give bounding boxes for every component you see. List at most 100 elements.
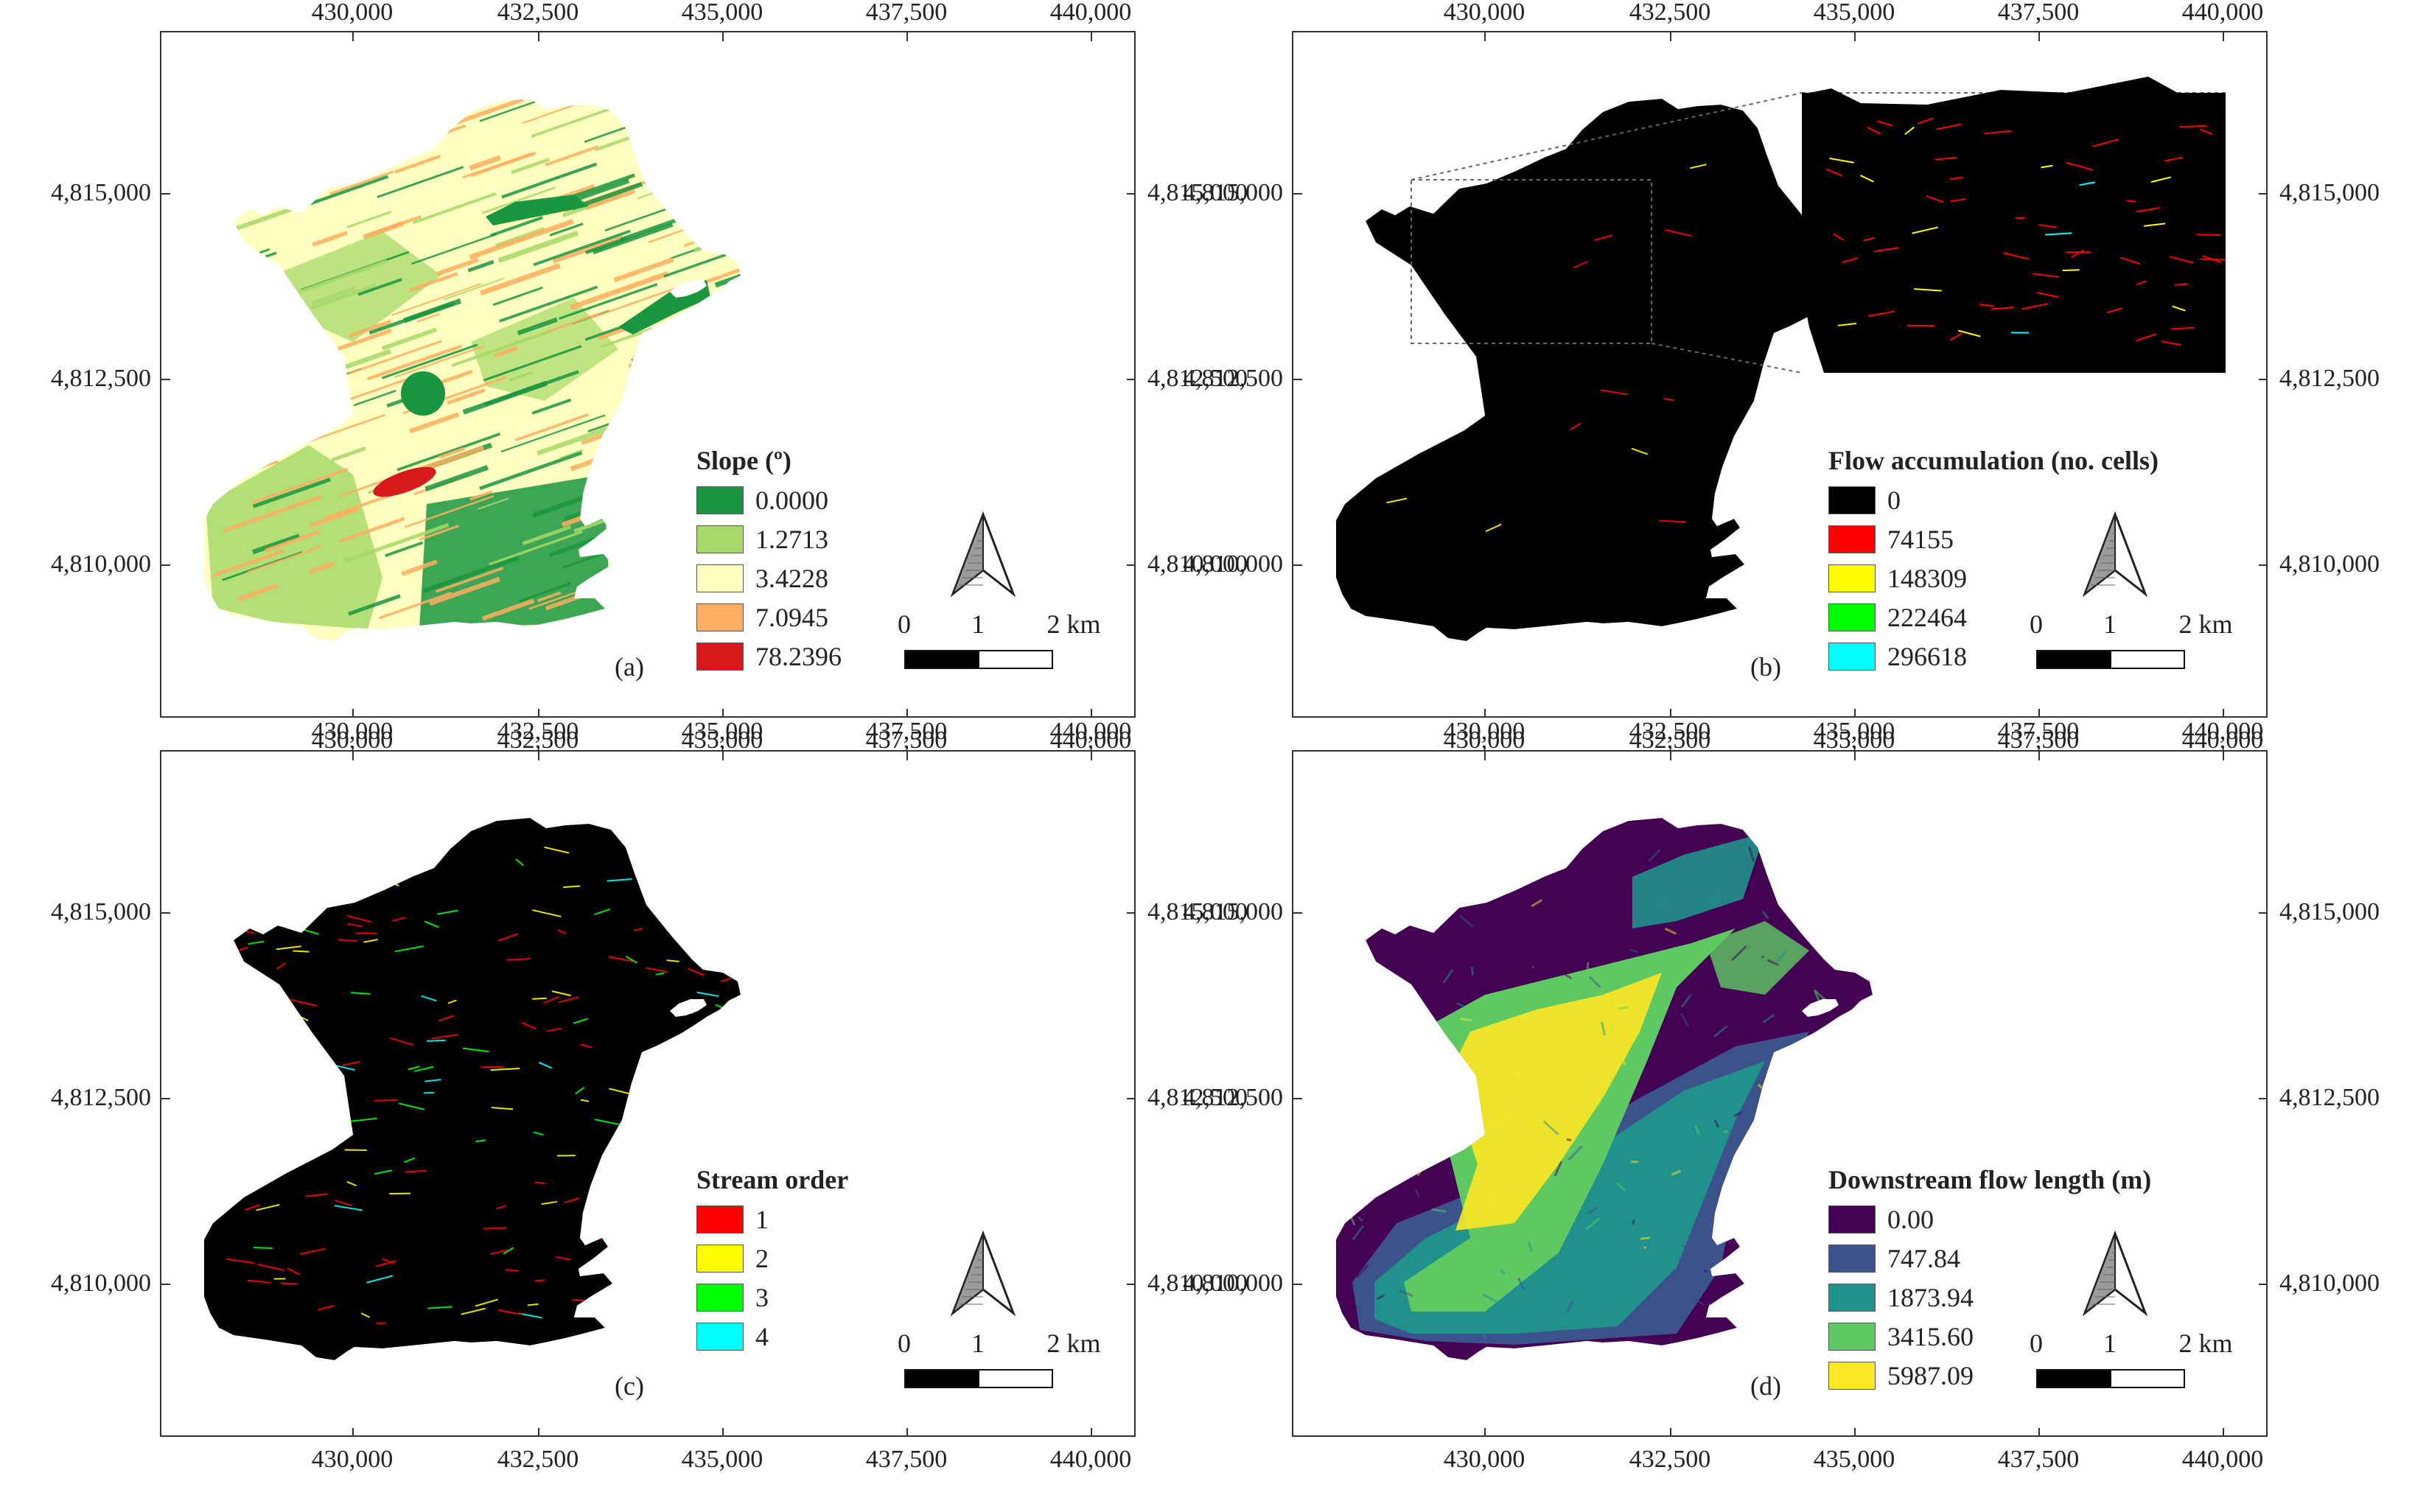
scale-bar-segment-light: [2110, 650, 2185, 669]
y-tick-label-left: 4,812,500: [1183, 1084, 1283, 1111]
x-tick-mark: [2223, 709, 2224, 718]
legend: Slope (º) 0.0000 1.2713 3.4228 7.0945 78.2396: [696, 445, 842, 676]
x-tick-label-top: 437,500: [1997, 718, 2080, 745]
y-tick-label-right: 4,812,500: [1147, 1084, 1248, 1111]
legend-swatch: [696, 642, 744, 671]
x-tick-mark: [1854, 709, 1856, 718]
x-tick-label-bottom: 440,000: [2181, 1446, 2264, 1473]
legend-item: 0.00: [1828, 1200, 2151, 1239]
x-tick-mark: [2223, 1428, 2224, 1437]
north-arrow-icon: [950, 1231, 1016, 1317]
scale-bar-segment-light: [2110, 1369, 2185, 1388]
legend-item: 4: [696, 1317, 848, 1356]
x-tick-label-top: 440,000: [2181, 718, 2264, 745]
y-tick-label-left: 4,812,500: [1183, 365, 1283, 392]
legend-item: 3.4228: [696, 559, 842, 598]
legend-item: 222464: [1828, 598, 2159, 637]
x-tick-label-bottom: 440,000: [1049, 727, 1132, 754]
x-tick-label-bottom: 440,000: [1049, 1446, 1132, 1473]
x-tick-label-top: 440,000: [2181, 0, 2264, 26]
x-tick-mark: [352, 1428, 354, 1437]
north-arrow-icon: [2082, 511, 2148, 598]
x-tick-label-top: 435,000: [1813, 0, 1895, 26]
legend-item: 3415.60: [1828, 1317, 2151, 1356]
y-tick-mark: [161, 1284, 170, 1285]
x-tick-label-top: 430,000: [1443, 718, 1525, 745]
legend-label: 1.2713: [755, 524, 828, 554]
legend-label: 3.4228: [755, 563, 828, 593]
legend-swatch: [696, 1283, 744, 1312]
legend-label: 74155: [1887, 524, 1954, 554]
y-tick-mark: [1293, 193, 1302, 195]
map-raster-b: [1336, 77, 2226, 641]
x-tick-label-top: 432,500: [497, 0, 579, 26]
x-tick-mark: [2038, 709, 2040, 718]
x-tick-label-top: 430,000: [1443, 0, 1525, 26]
y-tick-mark: [161, 564, 170, 566]
x-tick-mark: [1484, 32, 1486, 41]
legend-swatch: [696, 486, 744, 514]
x-tick-mark: [352, 709, 354, 718]
map-raster-a: [204, 99, 741, 641]
legend-item: 1873.94: [1828, 1278, 2151, 1317]
scale-bar-label: 1: [2103, 609, 2117, 639]
x-tick-mark: [1484, 709, 1486, 718]
scale-bar-label: 0: [898, 1329, 911, 1358]
legend-label: 222464: [1887, 602, 1967, 632]
scale-bar-segment-dark: [904, 1369, 979, 1388]
x-tick-mark: [722, 709, 724, 718]
legend-item: 74155: [1828, 519, 2159, 559]
legend-label: 5987.09: [1887, 1360, 1974, 1390]
x-tick-mark: [2223, 752, 2224, 760]
legend-swatch: [1828, 1283, 1876, 1312]
map-raster-c: [204, 818, 741, 1360]
x-tick-mark: [1091, 1428, 1092, 1437]
x-tick-label-bottom: 430,000: [311, 1446, 394, 1473]
scale-bar-segment-dark: [904, 650, 979, 669]
x-tick-mark: [2038, 752, 2040, 760]
panel-label: (d): [1750, 1371, 1781, 1401]
scale-bar-label: 1: [971, 609, 985, 639]
x-tick-label-top: 430,000: [311, 718, 394, 745]
scale-bar-label: 2 km: [2178, 1329, 2233, 1358]
x-tick-mark: [538, 1428, 539, 1437]
legend: Stream order 1 2 3 4: [696, 1164, 848, 1356]
legend-swatch: [696, 603, 744, 631]
y-tick-mark: [1293, 379, 1302, 380]
legend-swatch: [1828, 525, 1876, 553]
study-area: [1336, 99, 1873, 641]
y-tick-label-right: 4,812,500: [2279, 365, 2380, 392]
x-tick-mark: [1854, 1428, 1856, 1437]
x-tick-label-top: 430,000: [311, 0, 394, 26]
y-tick-label-right: 4,810,000: [2279, 1270, 2380, 1297]
map-panel-c: 430,000 430,000 432,500 432,500 435,000 435,0…: [51, 719, 1248, 1472]
legend-swatch: [696, 1205, 744, 1233]
y-tick-mark: [2259, 564, 2268, 566]
x-tick-mark: [1670, 709, 1671, 718]
scale-bar-label: 1: [2103, 1329, 2117, 1358]
scale-bar-label: 0: [2030, 609, 2043, 639]
x-tick-label-bottom: 435,000: [681, 1446, 763, 1473]
y-tick-mark: [2259, 912, 2268, 914]
legend-label: 2: [755, 1243, 769, 1273]
zoom-inset: [1802, 77, 2226, 373]
y-tick-mark: [1293, 564, 1302, 566]
x-tick-mark: [1091, 709, 1092, 718]
legend-label: 4: [755, 1321, 769, 1351]
legend-item: 2: [696, 1239, 848, 1278]
x-tick-mark: [906, 1428, 908, 1437]
y-tick-mark: [1127, 1098, 1136, 1099]
scale-bar-label: 2 km: [2178, 609, 2233, 639]
y-tick-label-right: 4,815,000: [2279, 898, 2380, 925]
y-tick-mark: [2259, 193, 2268, 195]
scale-bar-segment-light: [978, 650, 1053, 669]
scale-bar-segment-dark: [2036, 650, 2111, 669]
y-tick-label-right: 4,810,000: [1147, 550, 1248, 578]
legend-swatch: [696, 1244, 744, 1273]
y-tick-label-right: 4,810,000: [2279, 550, 2380, 578]
y-tick-mark: [161, 912, 170, 914]
y-tick-label-left: 4,810,000: [51, 1270, 151, 1297]
map-raster-d: [1336, 818, 1873, 1360]
scale-bar-label: 2 km: [1046, 609, 1101, 639]
x-tick-mark: [906, 709, 908, 718]
